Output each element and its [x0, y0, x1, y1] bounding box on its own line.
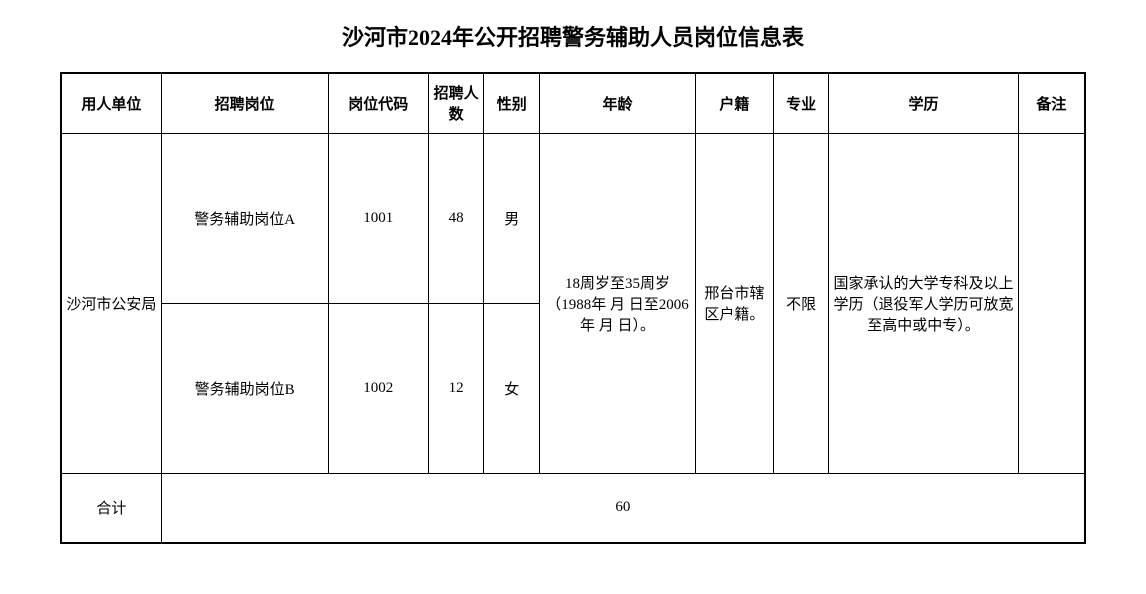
- cell-position: 警务辅助岗位B: [161, 303, 328, 473]
- header-code: 岗位代码: [328, 73, 428, 133]
- header-major: 专业: [773, 73, 829, 133]
- header-count: 招聘人数: [428, 73, 484, 133]
- table-row: 沙河市公安局 警务辅助岗位A 1001 48 男 18周岁至35周岁（1988年…: [61, 133, 1085, 303]
- cell-employer: 沙河市公安局: [61, 133, 161, 473]
- header-gender: 性别: [484, 73, 540, 133]
- cell-total-value: 60: [161, 473, 1085, 543]
- header-note: 备注: [1018, 73, 1085, 133]
- recruitment-table: 用人单位 招聘岗位 岗位代码 招聘人数 性别 年龄 户籍 专业 学历 备注 沙河…: [60, 72, 1086, 544]
- cell-gender: 女: [484, 303, 540, 473]
- cell-count: 12: [428, 303, 484, 473]
- cell-count: 48: [428, 133, 484, 303]
- cell-huji: 邢台市辖区户籍。: [695, 133, 773, 473]
- header-age: 年龄: [540, 73, 696, 133]
- cell-gender: 男: [484, 133, 540, 303]
- page-title: 沙河市2024年公开招聘警务辅助人员岗位信息表: [60, 20, 1086, 52]
- cell-code: 1002: [328, 303, 428, 473]
- header-employer: 用人单位: [61, 73, 161, 133]
- cell-code: 1001: [328, 133, 428, 303]
- header-position: 招聘岗位: [161, 73, 328, 133]
- cell-age: 18周岁至35周岁（1988年 月 日至2006年 月 日）。: [540, 133, 696, 473]
- table-header-row: 用人单位 招聘岗位 岗位代码 招聘人数 性别 年龄 户籍 专业 学历 备注: [61, 73, 1085, 133]
- cell-major: 不限: [773, 133, 829, 473]
- header-huji: 户籍: [695, 73, 773, 133]
- cell-total-label: 合计: [61, 473, 161, 543]
- header-education: 学历: [829, 73, 1018, 133]
- table-total-row: 合计 60: [61, 473, 1085, 543]
- cell-education: 国家承认的大学专科及以上学历（退役军人学历可放宽至高中或中专）。: [829, 133, 1018, 473]
- cell-position: 警务辅助岗位A: [161, 133, 328, 303]
- cell-note: [1018, 133, 1085, 473]
